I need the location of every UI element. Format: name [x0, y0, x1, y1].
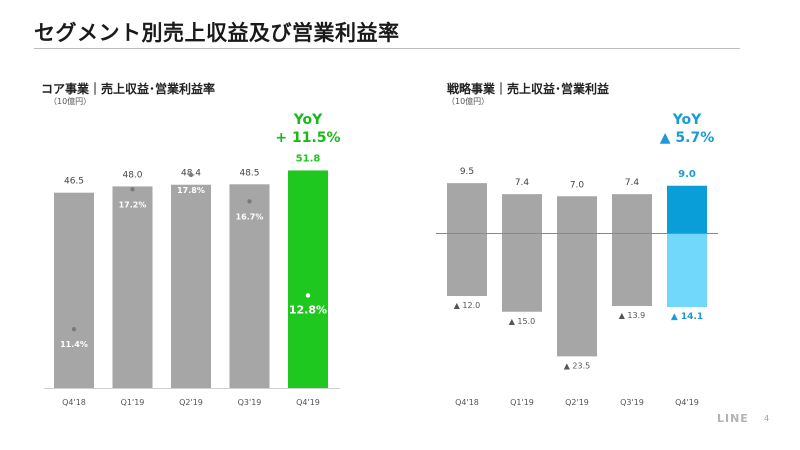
strategic-value-label-5: 9.0	[678, 169, 696, 180]
strategic-category-label-1: Q4'18	[455, 398, 479, 407]
strategic-revenue-bar-1	[447, 183, 487, 233]
line-logo: LINE	[717, 412, 749, 425]
strategic-value-label-1: 9.5	[460, 167, 474, 177]
core-chart-title: コア事業｜売上収益･営業利益率	[41, 82, 216, 96]
strategic-revenue-bar-5	[667, 185, 707, 233]
core-category-label-5: Q4'19	[296, 398, 320, 407]
strategic-revenue-bar-3	[557, 196, 597, 233]
strategic-loss-label-5: ▲ 14.1	[671, 312, 703, 322]
strategic-value-label-2: 7.4	[515, 178, 530, 188]
strategic-category-label-2: Q1'19	[510, 398, 534, 407]
strategic-category-label-3: Q2'19	[565, 398, 589, 407]
strategic-loss-bar-5	[667, 233, 707, 308]
core-value-label-5: 51.8	[296, 153, 321, 164]
core-margin-dot-1	[71, 327, 77, 332]
core-bar-3	[171, 184, 211, 388]
core-margin-label-1: 11.4%	[60, 340, 88, 349]
core-chart-unit: （10億円）	[49, 97, 92, 106]
core-margin-label-2: 17.2%	[119, 200, 147, 209]
core-margin-dot-3	[188, 172, 194, 178]
core-value-label-2: 48.0	[122, 170, 142, 180]
strategic-revenue-bar-2	[502, 194, 542, 233]
strategic-loss-label-3: ▲ 23.5	[564, 361, 591, 370]
strategic-yoy-label: YoY	[672, 112, 702, 128]
core-margin-label-5: 12.8%	[289, 303, 327, 316]
strategic-loss-bar-2	[502, 233, 542, 312]
page-number: 4	[764, 414, 770, 423]
strategic-category-label-5: Q4'19	[675, 398, 699, 407]
title-divider	[34, 48, 740, 49]
core-bar-4	[229, 184, 270, 388]
core-value-label-1: 46.5	[64, 177, 84, 187]
strategic-loss-label-4: ▲ 13.9	[619, 311, 646, 320]
strategic-loss-label-2: ▲ 15.0	[509, 317, 536, 326]
core-yoy-value: + 11.5%	[275, 130, 340, 146]
core-bar-2	[112, 186, 153, 388]
strategic-chart-unit: （10億円）	[447, 97, 490, 106]
core-category-label-1: Q4'18	[62, 398, 86, 407]
strategic-loss-bar-4	[612, 233, 652, 306]
core-yoy-label: YoY	[293, 112, 323, 128]
core-category-label-3: Q2'19	[179, 398, 203, 407]
core-margin-dot-2	[130, 187, 135, 192]
core-bar-5	[288, 170, 328, 388]
strategic-yoy-value: ▲ 5.7%	[660, 130, 714, 146]
page-title: セグメント別売上収益及び営業利益率	[34, 21, 400, 45]
strategic-category-label-4: Q3'19	[620, 398, 644, 407]
core-value-label-4: 48.5	[239, 168, 259, 178]
core-margin-label-4: 16.7%	[236, 212, 264, 221]
strategic-loss-label-1: ▲ 12.0	[454, 301, 481, 310]
strategic-revenue-bar-4	[612, 194, 652, 233]
core-category-label-2: Q1'19	[121, 398, 145, 407]
core-margin-label-3: 17.8%	[177, 186, 205, 195]
strategic-loss-bar-1	[447, 233, 487, 296]
strategic-chart-title: 戦略事業｜売上収益･営業利益	[447, 82, 610, 96]
core-bar-1	[54, 192, 94, 388]
core-category-label-4: Q3'19	[238, 398, 262, 407]
core-margin-dot-5	[305, 293, 311, 298]
strategic-loss-bar-3	[557, 233, 597, 357]
strategic-value-label-4: 7.4	[625, 178, 640, 188]
strategic-value-label-3: 7.0	[570, 180, 585, 190]
core-margin-dot-4	[247, 199, 252, 204]
